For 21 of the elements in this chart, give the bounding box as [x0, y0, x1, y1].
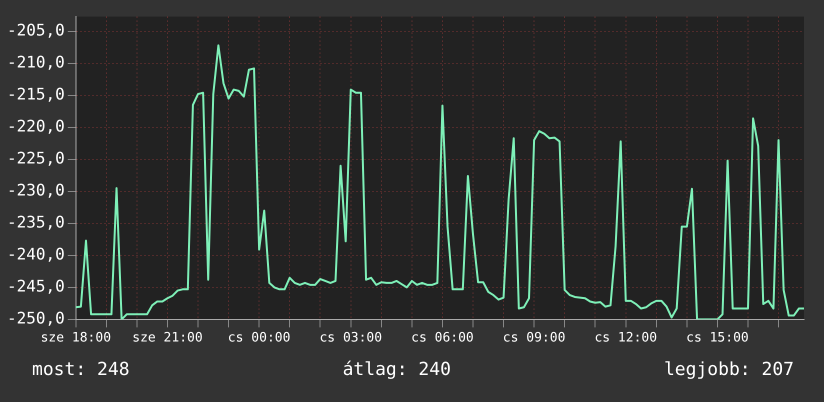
x-tick-label: cs 03:00 [319, 330, 382, 346]
y-tick-label: -215,0 [7, 84, 65, 104]
x-tick-label: cs 15:00 [686, 330, 749, 346]
x-tick-label: cs 00:00 [228, 330, 290, 346]
text: átlag: 240 [342, 359, 451, 380]
y-tick-label: -230,0 [7, 180, 65, 200]
y-tick-label: -235,0 [7, 212, 65, 232]
x-tick-label: sze 18:00 [40, 330, 112, 346]
x-tick-label: cs 06:00 [411, 330, 474, 346]
y-tick-label: -245,0 [7, 276, 65, 296]
x-tick-label: sze 21:00 [132, 330, 203, 346]
y-tick-label: -210,0 [7, 52, 65, 72]
y-tick-label: -205,0 [7, 20, 65, 40]
y-tick-label: -220,0 [7, 116, 65, 136]
y-tick-label: -240,0 [7, 244, 65, 264]
x-tick-label: cs 12:00 [594, 330, 658, 346]
y-tick-label: -225,0 [7, 148, 65, 168]
text: most: 248 [32, 359, 130, 380]
y-tick-label: -250,0 [7, 308, 65, 328]
x-tick-label: cs 09:00 [502, 330, 566, 346]
text: legjobb: 207 [664, 359, 794, 380]
